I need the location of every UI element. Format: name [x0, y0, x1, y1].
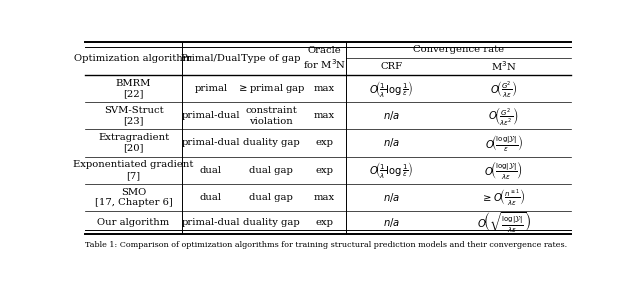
Text: Primal/Dual: Primal/Dual — [180, 54, 241, 63]
Text: duality gap: duality gap — [243, 218, 300, 227]
Text: exp: exp — [316, 166, 333, 175]
Text: primal: primal — [195, 84, 227, 93]
Text: CRF: CRF — [380, 62, 403, 71]
Text: Type of gap: Type of gap — [241, 54, 301, 63]
Text: Convergence rate: Convergence rate — [413, 45, 504, 54]
Text: $O\!\left(\frac{1}{\lambda}\log\frac{1}{\epsilon}\right)$: $O\!\left(\frac{1}{\lambda}\log\frac{1}{… — [369, 79, 413, 99]
Text: max: max — [314, 84, 335, 93]
Text: $\geq$primal gap: $\geq$primal gap — [237, 82, 305, 95]
Text: Our algorithm: Our algorithm — [97, 218, 170, 227]
Text: $O\!\left(\frac{\log|\mathcal{Y}|}{\epsilon}\right)$: $O\!\left(\frac{\log|\mathcal{Y}|}{\epsi… — [484, 133, 523, 153]
Text: dual gap: dual gap — [249, 166, 293, 175]
Text: max: max — [314, 193, 335, 202]
Text: $O\!\left(\frac{\log|\mathcal{Y}|}{\lambda\epsilon}\right)$: $O\!\left(\frac{\log|\mathcal{Y}|}{\lamb… — [484, 159, 524, 181]
Text: $n/a$: $n/a$ — [383, 191, 400, 204]
Text: Table 1: Comparison of optimization algorithms for training structural predictio: Table 1: Comparison of optimization algo… — [85, 241, 567, 249]
Text: BMRM
[22]: BMRM [22] — [116, 79, 151, 98]
Text: $O\!\left(\sqrt{\frac{\log|\mathcal{Y}|}{\lambda\epsilon}}\right)$: $O\!\left(\sqrt{\frac{\log|\mathcal{Y}|}… — [477, 210, 531, 235]
Text: $O\!\left(\frac{G^2}{\lambda\epsilon^2}\right)$: $O\!\left(\frac{G^2}{\lambda\epsilon^2}\… — [488, 105, 519, 127]
Text: exp: exp — [316, 138, 333, 147]
Text: max: max — [314, 111, 335, 120]
Text: dual gap: dual gap — [249, 193, 293, 202]
Text: Oracle
for M$^3$N: Oracle for M$^3$N — [303, 46, 346, 71]
Text: Optimization algorithm: Optimization algorithm — [74, 54, 193, 63]
Text: $\geq O\!\left(\frac{n^{\geq 1}}{\lambda\epsilon}\right)$: $\geq O\!\left(\frac{n^{\geq 1}}{\lambda… — [481, 187, 526, 207]
Text: $O\!\left(\frac{G^2}{\lambda\epsilon}\right)$: $O\!\left(\frac{G^2}{\lambda\epsilon}\ri… — [490, 79, 518, 99]
Text: SVM-Struct
[23]: SVM-Struct [23] — [104, 106, 163, 126]
Text: dual: dual — [200, 193, 222, 202]
Text: primal-dual: primal-dual — [182, 218, 240, 227]
Text: duality gap: duality gap — [243, 138, 300, 147]
Text: exp: exp — [316, 218, 333, 227]
Text: Extragradient
[20]: Extragradient [20] — [98, 133, 169, 153]
Text: Exponentiated gradient
[7]: Exponentiated gradient [7] — [74, 161, 194, 180]
Text: constraint
violation: constraint violation — [245, 106, 297, 126]
Text: M$^3$N: M$^3$N — [491, 60, 516, 73]
Text: $n/a$: $n/a$ — [383, 109, 400, 122]
Text: $O\!\left(\frac{1}{\lambda}\log\frac{1}{\epsilon}\right)$: $O\!\left(\frac{1}{\lambda}\log\frac{1}{… — [369, 160, 413, 180]
Text: primal-dual: primal-dual — [182, 111, 240, 120]
Text: dual: dual — [200, 166, 222, 175]
Text: primal-dual: primal-dual — [182, 138, 240, 147]
Text: $n/a$: $n/a$ — [383, 216, 400, 229]
Text: SMO
[17, Chapter 6]: SMO [17, Chapter 6] — [95, 188, 172, 207]
Text: $n/a$: $n/a$ — [383, 136, 400, 150]
